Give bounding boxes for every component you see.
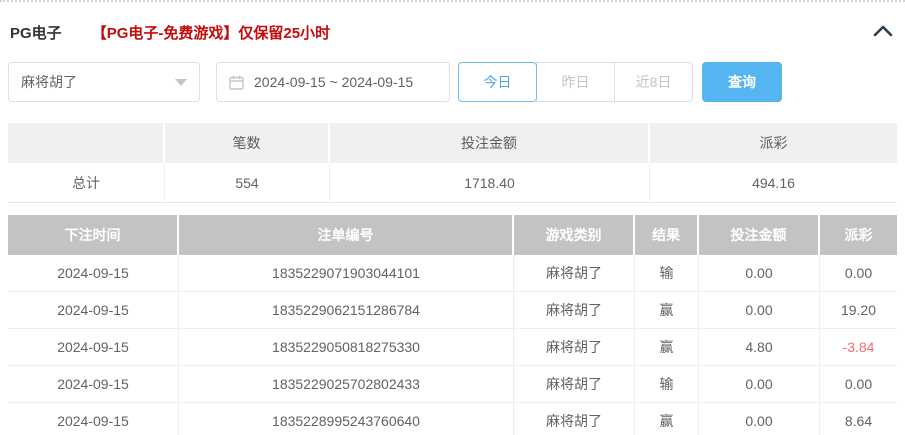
cell-bet-amount: 0.00: [699, 403, 820, 435]
cell-order-id: 1835229050818275330: [179, 329, 514, 366]
date-range-value: 2024-09-15 ~ 2024-09-15: [254, 74, 414, 90]
cell-result: 赢: [635, 403, 699, 435]
cell-payout: 8.64: [820, 403, 897, 435]
summary-total-count: 554: [165, 163, 330, 203]
bet-records-table: 下注时间 注单编号 游戏类别 结果 投注金额 派彩 2024-09-15 183…: [8, 215, 897, 435]
cell-order-id: 1835229062151286784: [179, 292, 514, 329]
header-game-type: 游戏类别: [514, 215, 635, 255]
cell-game-type: 麻将胡了: [514, 403, 635, 435]
search-button[interactable]: 查询: [702, 62, 782, 102]
cell-bet-time: 2024-09-15: [8, 403, 179, 435]
cell-result: 赢: [635, 329, 699, 366]
date-range-picker[interactable]: 2024-09-15 ~ 2024-09-15: [216, 62, 450, 102]
cell-payout: 0.00: [820, 255, 897, 292]
table-row[interactable]: 2024-09-15 1835228995243760640 麻将胡了 赢 0.…: [8, 403, 897, 435]
summary-total-payout: 494.16: [650, 163, 897, 203]
cell-payout: -3.84: [820, 329, 897, 366]
summary-total-bet-amount: 1718.40: [330, 163, 650, 203]
summary-header-bet-amount: 投注金额: [330, 123, 650, 163]
cell-bet-amount: 0.00: [699, 255, 820, 292]
cell-bet-amount: 0.00: [699, 366, 820, 403]
summary-table: 笔数 投注金额 派彩 总计 554 1718.40 494.16: [8, 123, 897, 203]
quick-filter-group: 今日 昨日 近8日: [458, 62, 693, 102]
cell-bet-time: 2024-09-15: [8, 255, 179, 292]
game-select-value: 麻将胡了: [21, 74, 77, 90]
chevron-up-icon: [873, 25, 893, 41]
yesterday-button[interactable]: 昨日: [536, 62, 615, 102]
cell-order-id: 1835228995243760640: [179, 403, 514, 435]
bet-table-body: 2024-09-15 1835229071903044101 麻将胡了 输 0.…: [8, 255, 897, 435]
cell-result: 输: [635, 366, 699, 403]
header-result: 结果: [635, 215, 699, 255]
table-row[interactable]: 2024-09-15 1835229071903044101 麻将胡了 输 0.…: [8, 255, 897, 292]
panel-notice: 【PG电子-免费游戏】仅保留25小时: [91, 24, 331, 42]
header-bet-amount: 投注金额: [699, 215, 820, 255]
summary-header-row: 笔数 投注金额 派彩: [8, 123, 897, 163]
calendar-icon: [229, 75, 244, 90]
last-8-days-button[interactable]: 近8日: [614, 62, 693, 102]
summary-header-payout: 派彩: [650, 123, 897, 163]
header-order-id: 注单编号: [179, 215, 514, 255]
summary-total-label: 总计: [8, 163, 165, 203]
cell-bet-amount: 4.80: [699, 329, 820, 366]
cell-result: 输: [635, 255, 699, 292]
cell-game-type: 麻将胡了: [514, 255, 635, 292]
table-row[interactable]: 2024-09-15 1835229050818275330 麻将胡了 赢 4.…: [8, 329, 897, 366]
today-button[interactable]: 今日: [458, 62, 537, 102]
cell-bet-time: 2024-09-15: [8, 366, 179, 403]
cell-game-type: 麻将胡了: [514, 329, 635, 366]
cell-game-type: 麻将胡了: [514, 292, 635, 329]
summary-header-empty: [8, 123, 165, 163]
chevron-down-icon: [175, 78, 187, 86]
summary-header-count: 笔数: [165, 123, 330, 163]
header-bet-time: 下注时间: [8, 215, 179, 255]
cell-order-id: 1835229071903044101: [179, 255, 514, 292]
filter-row: 麻将胡了 2024-09-15 ~ 2024-09-15 今日 昨日 近8日 查…: [8, 62, 897, 102]
summary-total-row: 总计 554 1718.40 494.16: [8, 163, 897, 203]
cell-bet-amount: 0.00: [699, 292, 820, 329]
cell-bet-time: 2024-09-15: [8, 329, 179, 366]
table-row[interactable]: 2024-09-15 1835229025702802433 麻将胡了 输 0.…: [8, 366, 897, 403]
cell-result: 赢: [635, 292, 699, 329]
panel-header: PG电子 【PG电子-免费游戏】仅保留25小时: [8, 2, 897, 46]
cell-bet-time: 2024-09-15: [8, 292, 179, 329]
bet-table-header-row: 下注时间 注单编号 游戏类别 结果 投注金额 派彩: [8, 215, 897, 255]
cell-payout: 19.20: [820, 292, 897, 329]
game-select[interactable]: 麻将胡了: [8, 62, 200, 102]
page-title: PG电子: [10, 24, 62, 42]
cell-payout: 0.00: [820, 366, 897, 403]
header-payout: 派彩: [820, 215, 897, 255]
cell-order-id: 1835229025702802433: [179, 366, 514, 403]
cell-game-type: 麻将胡了: [514, 366, 635, 403]
collapse-panel-button[interactable]: [871, 22, 895, 43]
table-row[interactable]: 2024-09-15 1835229062151286784 麻将胡了 赢 0.…: [8, 292, 897, 329]
